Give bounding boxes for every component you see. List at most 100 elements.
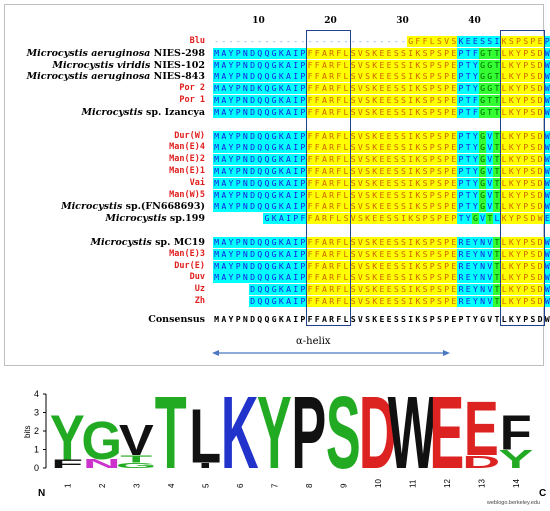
residue: Y: [514, 237, 523, 248]
residue: I: [292, 284, 300, 296]
residue: M: [213, 166, 221, 177]
residue: P: [300, 313, 306, 324]
residue: G: [270, 71, 278, 83]
residue: S: [401, 313, 406, 324]
residue: R: [328, 130, 336, 142]
residue: I: [407, 59, 415, 71]
residue: K: [277, 237, 285, 248]
residue: V: [356, 83, 364, 95]
residue: K: [277, 71, 285, 83]
residue: K: [277, 284, 285, 296]
residue: S: [392, 248, 400, 260]
residue: S: [392, 59, 400, 71]
residue: P: [443, 177, 451, 189]
residue: I: [407, 177, 415, 189]
residue: P: [443, 248, 451, 260]
residue: T: [464, 201, 472, 213]
residue: M: [214, 313, 220, 324]
logo-letter: P: [291, 380, 326, 491]
residue: S: [363, 130, 372, 142]
residue: D: [537, 313, 543, 324]
residue: W: [543, 83, 550, 95]
residue: A: [320, 237, 328, 248]
residue: S: [421, 166, 429, 177]
residue: V: [486, 142, 494, 154]
residue: E: [378, 260, 386, 272]
residue: K: [507, 296, 515, 307]
residue: K: [371, 47, 379, 59]
residue: P: [450, 213, 458, 225]
residue: P: [529, 36, 537, 47]
residue: Q: [256, 272, 264, 284]
residue: S: [435, 201, 443, 213]
residue: P: [522, 260, 530, 272]
residue: S: [399, 106, 408, 118]
residue: Y: [471, 166, 479, 177]
residue: S: [349, 237, 357, 248]
residue: F: [335, 95, 343, 106]
residue: S: [349, 47, 357, 59]
residue: K: [507, 106, 515, 118]
residue: F: [313, 59, 321, 71]
residue: M: [213, 142, 221, 154]
residue: Y: [471, 272, 479, 284]
residue: K: [407, 213, 415, 225]
residue: V: [349, 213, 357, 225]
residue: E: [385, 95, 393, 106]
residue: Y: [227, 189, 235, 201]
residue: Q: [256, 130, 264, 142]
residue: G: [270, 177, 278, 189]
residue: G: [270, 260, 278, 272]
residue: E: [378, 154, 386, 166]
residue: K: [414, 59, 422, 71]
residue: P: [443, 260, 451, 272]
y-tick-label: 1: [34, 445, 39, 455]
sequence-label: Uz: [194, 284, 205, 295]
residue: K: [507, 272, 515, 284]
residue: S: [435, 296, 444, 307]
residue: S: [363, 59, 372, 71]
residue: I: [407, 154, 415, 166]
residue: Q: [263, 47, 271, 59]
residue: S: [363, 166, 372, 177]
residue: K: [507, 166, 515, 177]
sequence-label: Man(E)3: [169, 248, 205, 259]
residue: P: [522, 248, 530, 260]
residue: A: [284, 189, 293, 201]
residue: N: [241, 177, 249, 189]
residue: E: [450, 284, 458, 296]
sequence-label: Dur(E): [174, 260, 205, 271]
strain-name: sp. Izancya: [142, 106, 205, 118]
residue: S: [435, 260, 443, 272]
residue: S: [392, 213, 400, 225]
residue: A: [284, 260, 293, 272]
residue: Y: [514, 59, 523, 71]
residue: G: [478, 201, 487, 213]
residue: I: [407, 201, 415, 213]
residue: V: [356, 177, 364, 189]
residue: Q: [263, 59, 271, 71]
residue: Q: [256, 106, 264, 118]
residue: L: [342, 142, 350, 154]
residue: P: [299, 189, 307, 201]
residue: I: [407, 71, 415, 83]
residue: L: [342, 272, 350, 284]
strain-name: NIES-298: [150, 47, 205, 59]
residue: L: [342, 83, 350, 95]
residue: L: [342, 71, 350, 83]
sequence-label: Microcystis sp. Izancya: [81, 107, 205, 118]
residue: E: [450, 166, 458, 177]
residue: E: [378, 59, 386, 71]
residue: P: [443, 272, 451, 284]
residue: P: [522, 95, 530, 106]
residue: P: [299, 106, 307, 118]
residue: L: [500, 154, 508, 166]
residue: S: [435, 272, 443, 284]
residue: P: [299, 201, 307, 213]
residue: S: [421, 237, 429, 248]
residue: S: [363, 106, 372, 118]
residue: L: [500, 142, 508, 154]
